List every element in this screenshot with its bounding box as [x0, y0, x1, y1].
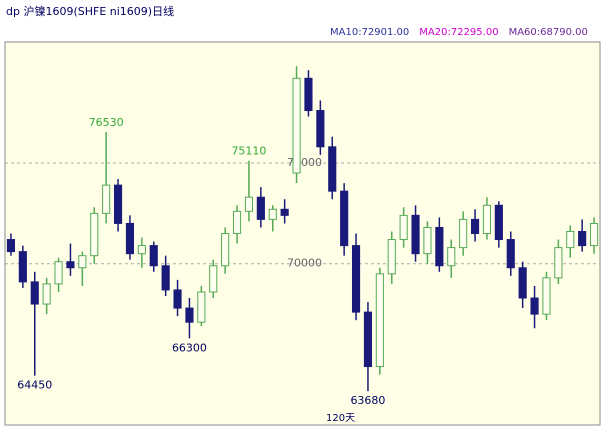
candle-body — [387, 239, 396, 275]
candle-body — [6, 239, 16, 253]
candle-body — [42, 283, 51, 305]
candle-body — [18, 251, 27, 283]
period-label: 120天 — [326, 413, 355, 424]
candle-body — [435, 226, 444, 267]
candle-body — [363, 311, 373, 368]
candle-body — [530, 297, 539, 315]
high-label: 76530 — [89, 116, 124, 129]
candle-body — [161, 265, 170, 291]
candle-body — [459, 218, 468, 249]
candle-body — [173, 289, 182, 309]
y-tick-label: 75000 — [287, 156, 322, 169]
candle-body — [328, 146, 337, 192]
candle-body — [66, 261, 75, 269]
chart-title: dp 沪镍1609(SHFE ni1609)日线 — [6, 4, 174, 18]
candle-body — [221, 233, 230, 267]
candle-body — [54, 261, 63, 285]
low-label: 64450 — [17, 379, 52, 392]
candle-body — [375, 273, 384, 368]
candle-body — [256, 196, 265, 220]
legend-entry: MA60:68790.00 — [509, 27, 588, 38]
candle-body — [185, 307, 194, 323]
candle-body — [137, 245, 146, 255]
candle-body — [542, 277, 551, 315]
candle-body — [494, 204, 503, 241]
candle-body — [506, 239, 515, 269]
candle-body — [268, 208, 277, 220]
candle-body — [90, 212, 99, 257]
candle-body — [399, 214, 408, 241]
candle-body — [482, 204, 492, 234]
y-tick-label: 70000 — [287, 257, 322, 270]
candle-body — [566, 230, 575, 249]
candle-body — [149, 245, 158, 267]
candle-body — [578, 230, 587, 247]
candle-body — [209, 265, 218, 293]
legend-entry: MA10:72901.00 — [330, 27, 409, 38]
candle-body — [197, 291, 206, 323]
candle-body — [447, 247, 456, 267]
candle-body — [113, 184, 123, 224]
low-label: 63680 — [350, 394, 385, 407]
candle-body — [78, 255, 87, 269]
candle-body — [280, 208, 289, 216]
title-bar — [0, 0, 609, 22]
candle-body — [292, 77, 301, 174]
candle-body — [411, 214, 420, 255]
candle-body — [232, 210, 242, 234]
low-label: 66300 — [172, 341, 207, 354]
high-label: 75110 — [231, 145, 266, 158]
candle-body — [316, 110, 325, 148]
candle-body — [589, 222, 599, 247]
candle-body — [423, 226, 432, 255]
candle-body — [554, 247, 563, 279]
candle-body — [102, 184, 111, 214]
candle-body — [351, 245, 361, 313]
candle-body — [470, 218, 480, 235]
candle-body — [125, 222, 135, 255]
candle-body — [30, 281, 39, 305]
candle-body — [518, 267, 527, 299]
candle-body — [244, 196, 254, 212]
candle-body — [304, 77, 313, 112]
legend-entry: MA20:72295.00 — [419, 27, 498, 38]
candle-body — [340, 190, 349, 247]
